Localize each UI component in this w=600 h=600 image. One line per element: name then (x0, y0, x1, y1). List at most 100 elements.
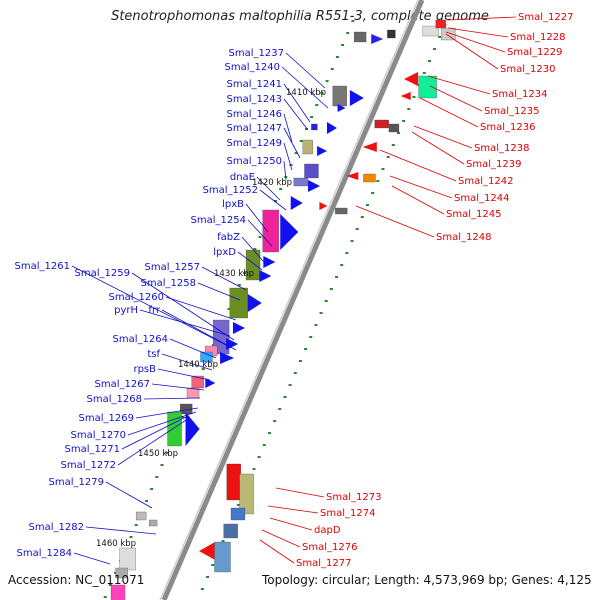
gene-label[interactable]: Smal_1247 (227, 123, 282, 134)
gene-label[interactable]: Smal_1235 (484, 106, 539, 117)
gene-block[interactable] (332, 85, 347, 107)
gene-arrow[interactable] (317, 146, 328, 156)
gene-block[interactable] (388, 123, 400, 133)
gene-arrow[interactable] (326, 122, 337, 134)
gene-label[interactable]: Smal_1241 (227, 79, 282, 90)
gene-label[interactable]: Smal_1227 (518, 12, 573, 23)
gene-arrow[interactable] (404, 72, 419, 86)
gene-block[interactable] (229, 287, 248, 319)
gene-block[interactable] (418, 75, 437, 99)
gene-arrow[interactable] (220, 352, 235, 364)
gene-arrow[interactable] (247, 294, 262, 312)
gene-block[interactable] (223, 523, 238, 539)
gene-arrow[interactable] (205, 378, 216, 388)
gene-label[interactable]: Smal_1250 (227, 156, 282, 167)
gene-block[interactable] (230, 507, 246, 521)
gene-label[interactable]: Smal_1272 (61, 460, 116, 471)
gene-block[interactable] (110, 584, 126, 600)
gene-label[interactable]: Smal_1260 (109, 292, 164, 303)
gene-label[interactable]: Smal_1249 (227, 138, 282, 149)
gene-label[interactable]: Smal_1239 (466, 159, 521, 170)
gene-arrow[interactable] (319, 202, 328, 210)
gene-label[interactable]: Smal_1279 (49, 477, 104, 488)
gene-label[interactable]: Smal_1267 (95, 379, 150, 390)
gene-block[interactable] (167, 411, 182, 447)
gene-block[interactable] (214, 541, 231, 573)
gene-label[interactable]: lpxD (213, 247, 236, 258)
gene-label[interactable]: Smal_1264 (113, 334, 168, 345)
gene-label[interactable]: Smal_1277 (296, 558, 351, 569)
gene-arrow[interactable] (346, 172, 359, 180)
gene-label[interactable]: Smal_1245 (446, 209, 501, 220)
gene-label[interactable]: Smal_1258 (141, 278, 196, 289)
gene-arrow[interactable] (308, 180, 321, 192)
gene-label[interactable]: Smal_1284 (17, 548, 72, 559)
gene-label[interactable]: Smal_1270 (71, 430, 126, 441)
gene-arrow[interactable] (280, 214, 299, 250)
gene-block[interactable] (363, 173, 376, 183)
gene-label[interactable]: Smal_1237 (229, 48, 284, 59)
gene-label[interactable]: Smal_1248 (436, 232, 491, 243)
gene-label[interactable]: Smal_1229 (507, 47, 562, 58)
gene-label[interactable]: pyrH (114, 305, 138, 316)
gene-label[interactable]: Smal_1254 (191, 215, 246, 226)
gene-arrow[interactable] (199, 542, 216, 560)
gene-label[interactable]: dapD (314, 525, 341, 536)
gene-label[interactable]: Smal_1243 (227, 94, 282, 105)
gene-block[interactable] (293, 177, 308, 187)
gene-arrow[interactable] (362, 142, 377, 152)
gene-label[interactable]: rpsB (133, 364, 156, 375)
gene-label[interactable]: Smal_1252 (203, 185, 258, 196)
gene-label[interactable]: Smal_1246 (227, 109, 282, 120)
gene-block[interactable] (262, 209, 279, 253)
gene-label[interactable]: Smal_1238 (474, 143, 529, 154)
gene-block[interactable] (239, 473, 254, 515)
gene-block[interactable] (353, 31, 367, 43)
gene-block[interactable] (311, 123, 318, 131)
gene-label[interactable]: tsf (147, 349, 160, 360)
gene-label[interactable]: Smal_1257 (145, 262, 200, 273)
gene-block[interactable] (200, 351, 213, 363)
gene-block[interactable] (119, 547, 136, 571)
gene-label[interactable]: Smal_1236 (480, 122, 535, 133)
gene-block[interactable] (435, 19, 446, 29)
gene-block[interactable] (441, 27, 456, 41)
gene-arrow[interactable] (400, 92, 411, 100)
gene-arrow[interactable] (371, 34, 384, 44)
gene-arrow[interactable] (232, 322, 245, 334)
gene-label[interactable]: Smal_1261 (15, 261, 70, 272)
gene-label[interactable]: lpxB (222, 199, 244, 210)
gene-label[interactable]: Smal_1268 (87, 394, 142, 405)
gene-arrow[interactable] (185, 412, 200, 446)
gene-block[interactable] (304, 163, 319, 179)
gene-block[interactable] (226, 463, 241, 501)
gene-arrow[interactable] (337, 104, 346, 112)
gene-block[interactable] (335, 207, 348, 215)
gene-label[interactable]: Smal_1276 (302, 542, 357, 553)
gene-arrow[interactable] (263, 256, 276, 268)
gene-block[interactable] (387, 29, 396, 39)
gene-label[interactable]: Smal_1240 (225, 62, 280, 73)
gene-arrow[interactable] (259, 270, 272, 282)
gene-label[interactable]: dnaE (230, 172, 255, 183)
gene-block[interactable] (115, 567, 128, 579)
gene-label[interactable]: Smal_1244 (454, 193, 509, 204)
gene-label[interactable]: Smal_1273 (326, 492, 381, 503)
gene-block[interactable] (374, 119, 389, 129)
gene-label[interactable]: fabZ (217, 232, 240, 243)
gene-label[interactable]: Smal_1234 (492, 89, 547, 100)
gene-label[interactable]: Smal_1230 (500, 64, 555, 75)
gene-block[interactable] (302, 139, 313, 155)
gene-label[interactable]: Smal_1274 (320, 508, 375, 519)
gene-arrow[interactable] (226, 338, 239, 350)
gene-arrow[interactable] (290, 196, 303, 210)
gene-block[interactable] (422, 25, 439, 37)
gene-label[interactable]: Smal_1271 (65, 444, 120, 455)
gene-label[interactable]: Smal_1228 (510, 32, 565, 43)
gene-label[interactable]: Smal_1282 (29, 522, 84, 533)
gene-label[interactable]: Smal_1259 (75, 268, 130, 279)
gene-block[interactable] (135, 511, 147, 521)
gene-label[interactable]: Smal_1242 (458, 176, 513, 187)
gene-block[interactable] (148, 519, 158, 527)
gene-label[interactable]: Smal_1269 (79, 413, 134, 424)
